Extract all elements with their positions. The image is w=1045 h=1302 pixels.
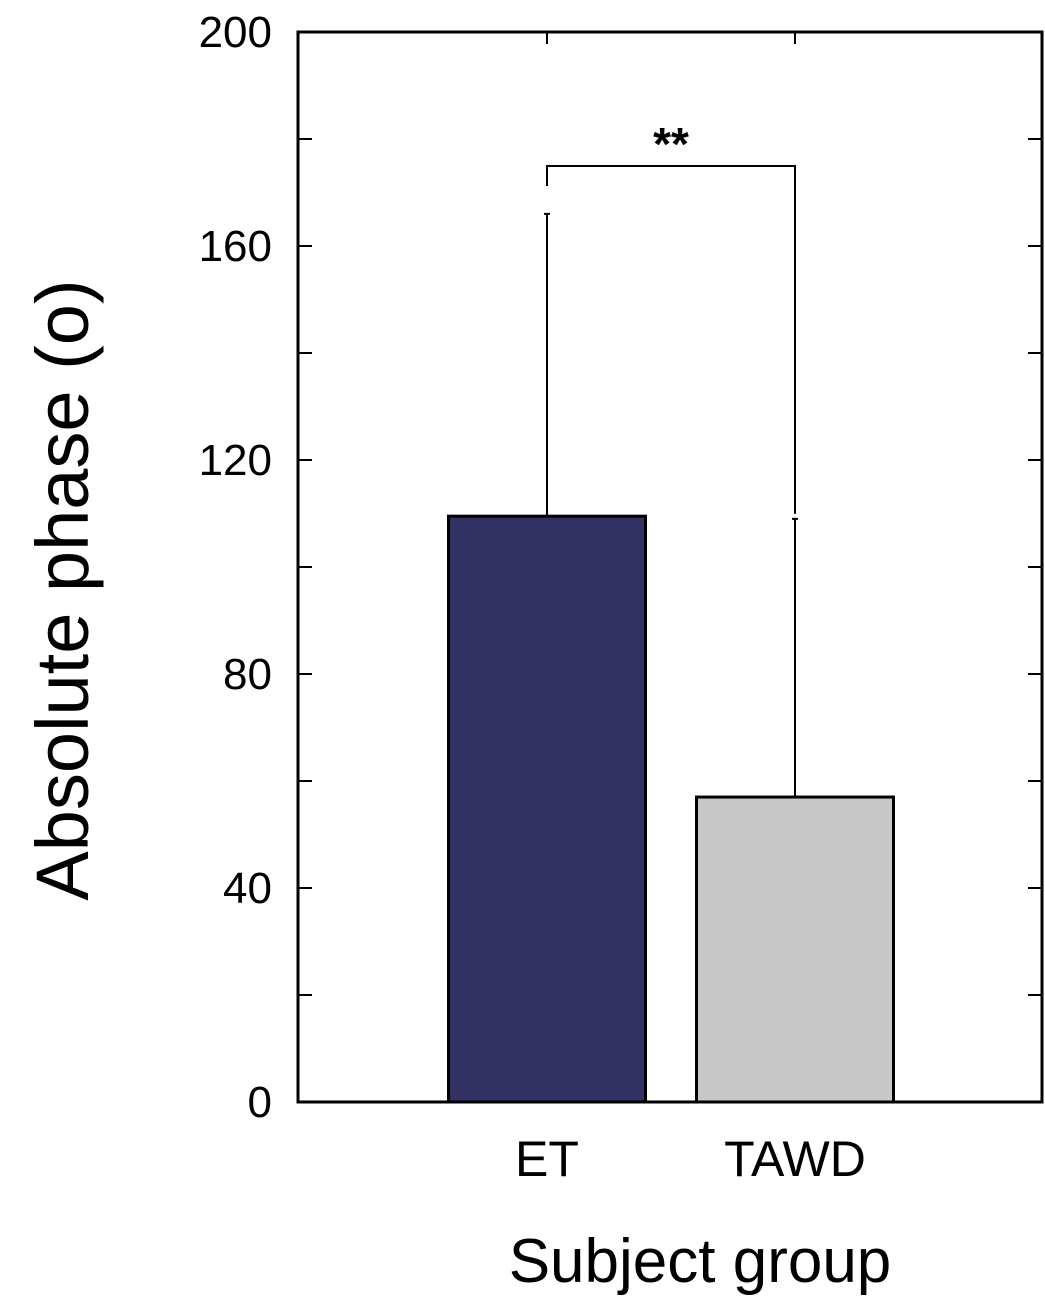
significance-layer: ** [546,118,796,514]
y-axis-title: Absolute phase (o) [21,279,104,900]
bar-et [447,514,647,1104]
significance-label: ** [653,118,689,170]
bars-layer [447,514,895,1104]
ticks-layer: 0 40 80 120 160 200 [199,8,1042,1127]
x-tick-label-et: ET [515,1131,579,1187]
y-tick-label: 120 [199,436,272,485]
y-tick-label: 0 [248,1078,272,1127]
x-axis-title: Subject group [509,1227,892,1296]
y-axis-title-main: Absolute phase (o) [21,279,104,900]
plot-frame [296,30,1044,1104]
significance-bracket [546,165,796,514]
y-tick-label: 160 [199,222,272,271]
x-tick-label-tawd: TAWD [724,1131,866,1187]
error-bars-layer [544,212,798,798]
y-tick-label: 80 [223,650,272,699]
y-tick-label: 40 [223,864,272,913]
bar-tawd [695,795,895,1104]
x-tick-labels: ET TAWD [515,1131,866,1187]
y-tick-label: 200 [199,8,272,57]
